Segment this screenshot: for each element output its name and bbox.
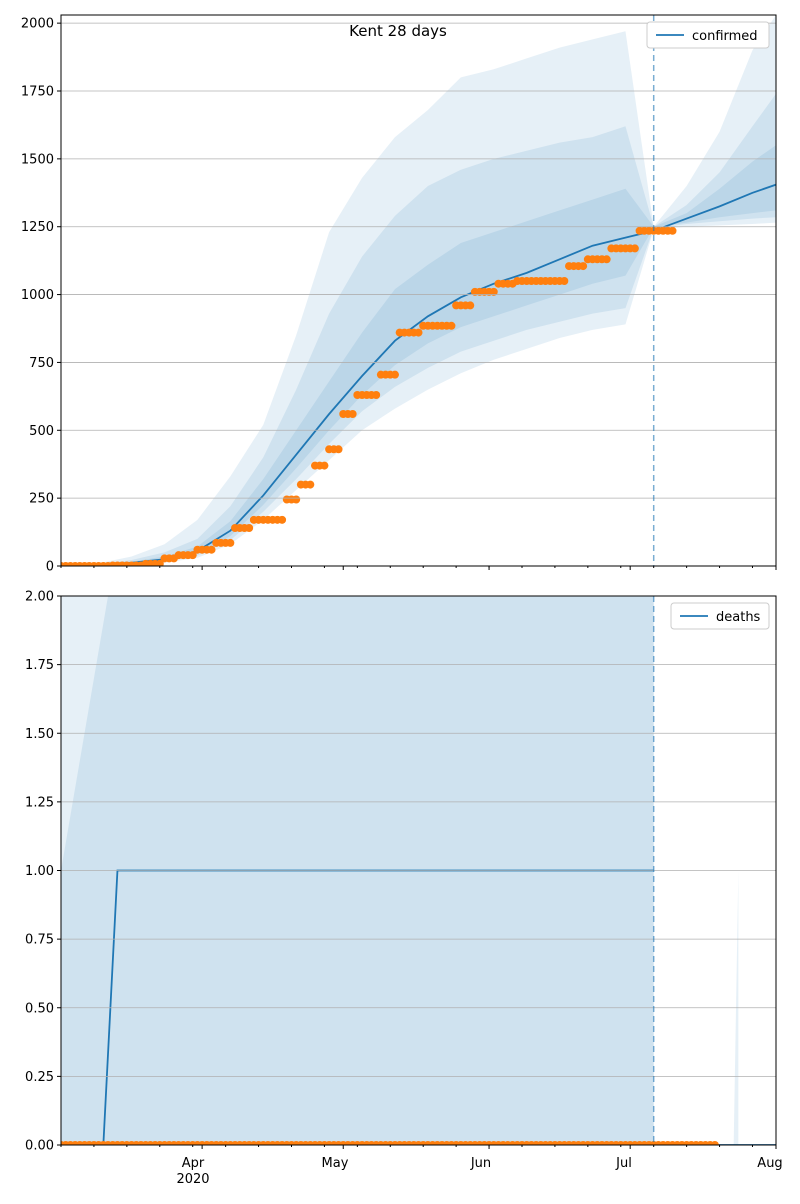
observed-point [372, 391, 381, 399]
legend-box [646, 21, 770, 49]
y-tick-label: 2000 [21, 17, 54, 32]
y-tick-label: 1000 [21, 288, 54, 303]
y-tick-label: 1.75 [25, 658, 54, 673]
observed-point [579, 262, 588, 271]
axes-frame [60, 595, 777, 1146]
y-tick-label: 1.25 [25, 795, 54, 810]
plot-area [61, 596, 776, 1145]
y-tick-label: 1250 [21, 220, 54, 235]
observed-point [414, 328, 423, 337]
observed-point [226, 538, 235, 547]
observed-point [668, 226, 677, 235]
y-tick-label: 1500 [21, 152, 54, 167]
deaths-panel: 0.00 0.25 0.50 0.75 1.00 1.25 1.50 1.75 2.00 deat… [25, 590, 777, 1154]
legend-label: deaths [716, 610, 761, 625]
y-tick-label: 1.00 [25, 864, 54, 879]
legend-label: confirmed [692, 29, 758, 44]
x-tick-label-may: May [322, 1156, 349, 1171]
x-tick-label-apr: Apr [182, 1156, 205, 1171]
observed-point [560, 277, 569, 285]
y-tick-label: 1750 [21, 85, 54, 100]
axes-frame [60, 14, 777, 567]
observed-point [447, 321, 456, 330]
legend-box [670, 602, 770, 630]
y-tick-label: 500 [29, 424, 54, 439]
y-tick-label: 1.50 [25, 727, 54, 742]
y-tick-label: 0.00 [25, 1139, 54, 1154]
observed-point [466, 301, 475, 310]
y-tick-label: 2.00 [25, 590, 54, 605]
y-tick-label: 0.25 [25, 1070, 54, 1085]
observed-point [207, 545, 216, 554]
observed-point [390, 370, 399, 379]
observed-point [630, 244, 639, 253]
observed-point [489, 287, 498, 296]
observed-point [306, 480, 315, 489]
observed-point [710, 1141, 719, 1145]
observed-point [155, 559, 164, 566]
observed-point [278, 515, 287, 524]
observed-point [188, 551, 197, 560]
figure-title: Kent 28 days [349, 22, 447, 40]
observed-point [320, 461, 329, 470]
y-tick-label: 750 [29, 356, 54, 371]
observed-point [245, 524, 254, 532]
observed-points [61, 226, 677, 566]
x-axis-labels: Apr May Jun Jul Aug 2020 [176, 1156, 782, 1187]
observed-point [334, 445, 343, 454]
observed-points [61, 1141, 719, 1145]
y-tick-label: 0 [46, 560, 54, 575]
y-tick-label: 0.75 [25, 933, 54, 948]
y-tick-label: 250 [29, 492, 54, 507]
uncertainty-band-3 [61, 145, 776, 566]
x-tick-label-aug: Aug [757, 1156, 782, 1171]
observed-point [348, 410, 357, 418]
confirmed-panel: 0 250 500 750 1000 1250 1500 1750 2000 confirmed [21, 14, 777, 575]
legend: confirmed [646, 21, 770, 49]
plot-area [61, 15, 776, 566]
legend: deaths [670, 602, 770, 630]
x-tick-label-jul: Jul [615, 1156, 632, 1171]
observed-point [602, 255, 611, 264]
y-tick-label: 0.50 [25, 1001, 54, 1016]
uncertainty-band-1 [61, 15, 776, 566]
x-tick-label-jun: Jun [470, 1156, 491, 1171]
observed-point [292, 495, 301, 504]
x-year-label: 2020 [176, 1172, 209, 1187]
